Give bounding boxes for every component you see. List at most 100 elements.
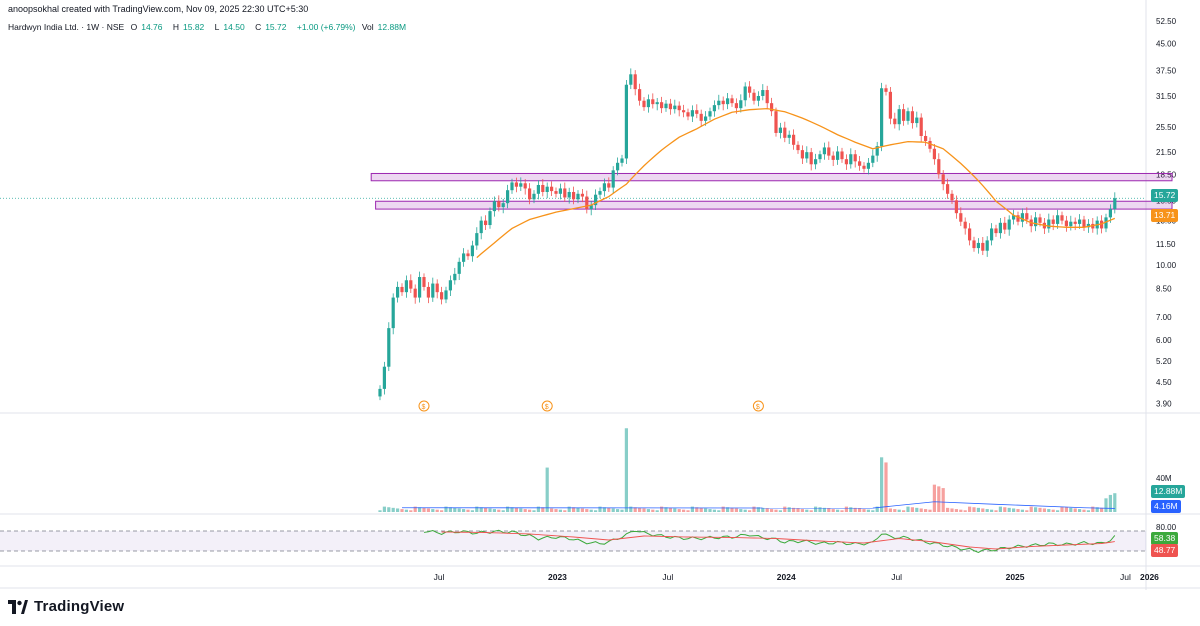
volume-bar [770,509,774,512]
volume-bar [906,506,910,512]
volume-bar [774,509,778,512]
candle-body [739,100,743,109]
candle-body [959,213,963,222]
candle-body [853,154,857,162]
candle-body [743,86,747,101]
candle-body [1007,219,1011,230]
y-tick-label: 7.00 [1156,313,1172,322]
candle-body [990,228,994,241]
volume-bar [594,510,598,512]
volume-bar [849,507,853,512]
volume-bar [1108,494,1112,512]
volume-bar [840,510,844,512]
volume-bar [704,508,708,512]
candle-body [519,183,523,187]
y-tick-label: 3.90 [1156,399,1172,408]
ma-value-badge: 13.71 [1151,209,1179,222]
x-tick-label: Jul [891,572,902,582]
volume-bar [589,509,593,512]
candle-body [902,109,906,121]
candle-body [1108,209,1112,218]
symbol-legend: Hardwyn India Ltd. · 1W · NSE O 14.76 H 15… [8,22,414,32]
candle-body [660,102,664,109]
volume-bar [888,508,892,512]
volume-bar [752,506,756,512]
volume-bar [466,509,470,512]
candle-body [466,253,470,257]
candle-body [950,193,954,201]
volume-bar [532,510,536,512]
candle-body [822,147,826,155]
candle-body [506,190,510,204]
volume-bar [1056,510,1060,512]
volume-bar [932,484,936,512]
candle-body [910,111,914,124]
candle-body [611,170,615,188]
y-tick-label: 5.20 [1156,357,1172,366]
x-tick-label: Jul [662,572,673,582]
candle-body [928,140,932,149]
candle-body [532,193,536,200]
candle-body [1082,219,1086,228]
volume-axis-label: 40M [1156,474,1172,483]
x-tick-label: 2026 [1140,572,1159,582]
volume-bar [862,509,866,512]
x-tick-label: Jul [1120,572,1131,582]
volume-bar [1100,507,1104,512]
candle-body [814,159,818,165]
volume-bar [827,508,831,512]
candle-body [1016,215,1020,222]
rsi-line [423,529,1116,553]
candle-body [849,154,853,165]
volume-bar [875,506,879,512]
candle-body [875,146,879,156]
rsi-ma-line [441,531,1115,550]
candle-body [968,228,972,241]
y-tick-label: 31.50 [1156,92,1177,101]
candle-body [1060,215,1064,221]
candle-body [888,91,892,119]
candle-body [426,286,430,298]
volume-bar [497,509,501,512]
candle-body [642,100,646,108]
volume-bar [585,509,589,512]
candle-body [932,148,936,160]
volume-bar [1025,510,1029,512]
volume-bar [712,509,716,512]
volume-bar [677,509,681,512]
candle-body [418,277,422,298]
volume-bar [1095,507,1099,512]
candle-body [558,188,562,194]
volume-bar [426,508,430,512]
candle-body [677,105,681,111]
volume-bar [431,509,435,512]
candle-body [994,228,998,234]
candle-body [1038,217,1042,223]
volume-bar [572,507,576,512]
volume-bar [682,509,686,512]
volume-bar [404,509,408,512]
dividend-marker-label: $ [422,404,426,411]
candle-body [884,88,888,92]
candle-body [382,366,386,389]
volume-bar [576,507,580,512]
candle-body [862,165,866,169]
volume-bar [400,509,404,512]
volume-bar [844,506,848,512]
volume-bar [1104,498,1108,512]
candle-body [805,152,809,159]
dividend-marker-label: $ [756,404,760,411]
candle-body [655,102,659,105]
volume-bar [607,507,611,512]
volume-bar [1113,493,1117,512]
candle-body [576,193,580,200]
volume-bar [1042,508,1046,512]
dividend-marker-label: $ [545,404,549,411]
candle-body [668,103,672,110]
candle-body [976,242,980,249]
candle-body [1078,219,1082,224]
volume-bar [611,508,615,512]
volume-bar [730,507,734,512]
volume-bar [831,509,835,512]
